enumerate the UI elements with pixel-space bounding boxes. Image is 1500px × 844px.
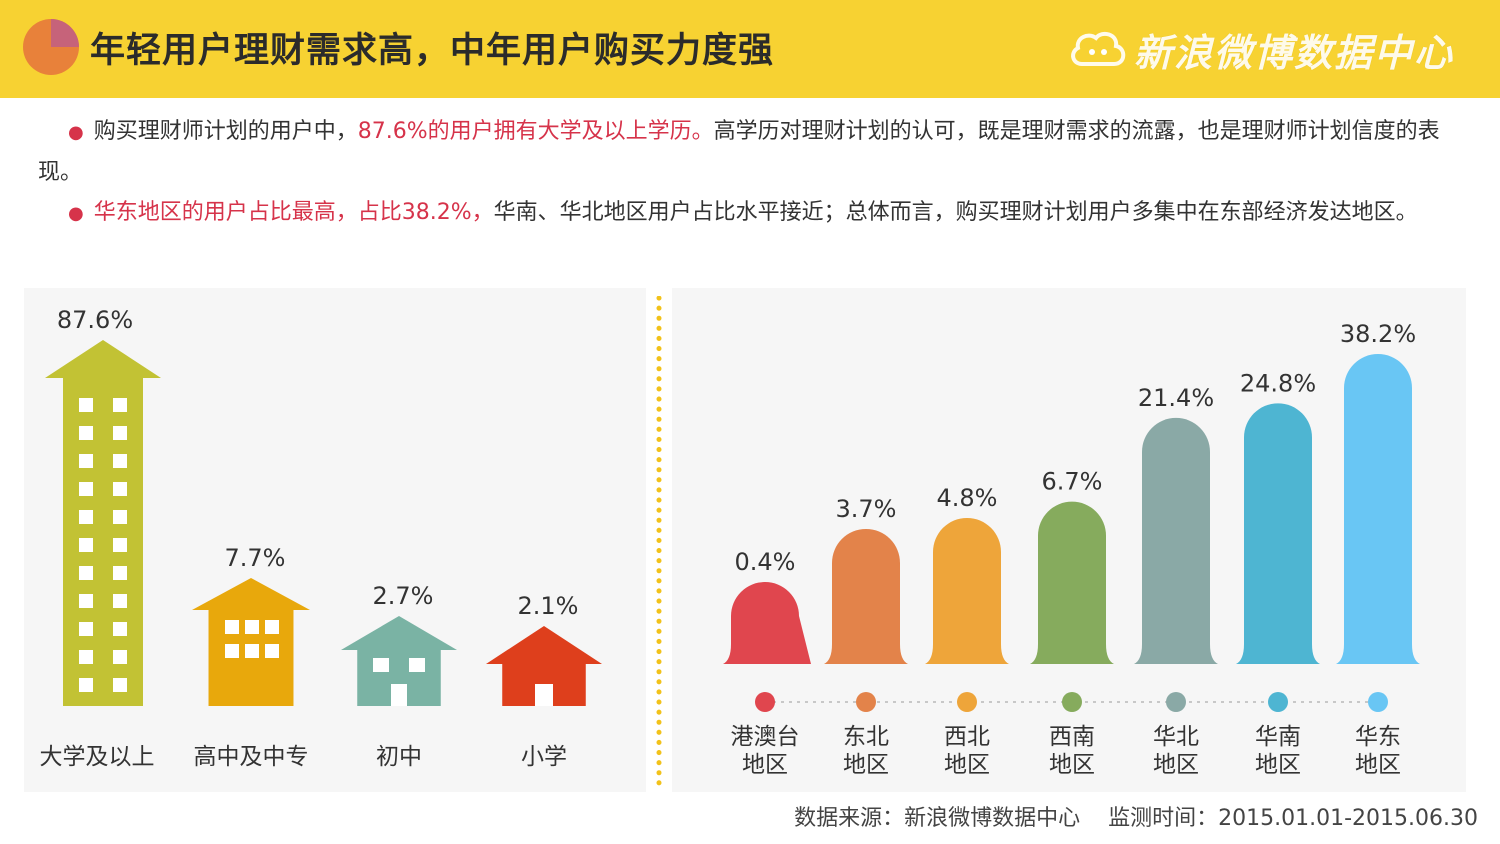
value-label: 0.4% <box>735 548 796 576</box>
category-label: 西南地区 <box>1049 724 1095 778</box>
value-label: 38.2% <box>1340 320 1416 348</box>
region-chart: 0.4% 港澳台地区 3.7% 东北地区 4.8% 西北地区 6.7% 西南地区 21.4% 华北… <box>723 320 1420 778</box>
region-bar-foot <box>925 644 1009 664</box>
value-label: 6.7% <box>1042 468 1103 496</box>
region-bar <box>731 582 811 664</box>
region-bar <box>1142 417 1210 664</box>
region-chart-panel: 0.4% 港澳台地区 3.7% 东北地区 4.8% 西北地区 6.7% 西南地区 21.4% 华北… <box>672 288 1466 792</box>
region-bar-foot <box>1236 644 1320 664</box>
value-label: 2.1% <box>518 592 579 620</box>
bullet-item: ● 购买理财师计划的用户中，87.6%的用户拥有大学及以上学历。高学历对理财计划的… <box>38 112 1458 193</box>
source-note: 数据来源：新浪微博数据中心 监测时间：2015.01.01-2015.06.30 <box>794 800 1478 832</box>
category-label: 港澳台地区 <box>731 724 800 778</box>
bullet-dot-icon: ● <box>68 122 84 143</box>
category-label: 初中 <box>376 744 422 770</box>
value-label: 21.4% <box>1138 384 1214 412</box>
region-bar-foot <box>1030 644 1114 664</box>
value-label: 7.7% <box>225 544 286 572</box>
axis-dot <box>1166 692 1186 712</box>
bullet-highlight: 华东地区的用户占比最高，占比38.2%， <box>93 200 494 225</box>
region-bar <box>1244 403 1312 664</box>
bullet-item: ● 华东地区的用户占比最高，占比38.2%，华南、华北地区用户占比水平接近；总体而… <box>38 193 1458 234</box>
category-label: 华北地区 <box>1153 724 1199 778</box>
monitor-period: 监测时间：2015.01.01-2015.06.30 <box>1108 806 1478 831</box>
brand-logo: 新浪微博数据中心 <box>1068 22 1454 76</box>
bullet-highlight: 87.6%的用户拥有大学及以上学历。 <box>357 119 714 144</box>
category-label: 西北地区 <box>944 724 990 778</box>
category-label: 华东地区 <box>1355 724 1401 778</box>
education-bar <box>341 616 457 706</box>
category-label: 大学及以上 <box>40 744 155 770</box>
brand-logo-text: 新浪微博数据中心 <box>1133 30 1454 75</box>
axis-dot <box>755 692 775 712</box>
page-title: 年轻用户理财需求高，中年用户购买力度强 <box>90 31 775 71</box>
region-bar <box>1344 354 1412 664</box>
education-chart-panel: 87.6% 大学及以上 7.7% 高中及中专 2.7% 初中 2.1% 小学 <box>24 288 646 792</box>
pie-chart-icon <box>23 19 79 75</box>
value-label: 4.8% <box>937 484 998 512</box>
category-label: 高中及中专 <box>194 744 309 770</box>
region-bar-foot <box>1336 644 1420 664</box>
header-bar: 年轻用户理财需求高，中年用户购买力度强 新浪微博数据中心 <box>0 0 1500 98</box>
dotted-divider <box>656 296 662 786</box>
value-label: 24.8% <box>1240 369 1316 397</box>
data-source: 数据来源：新浪微博数据中心 <box>794 806 1081 831</box>
summary-bullets: ● 购买理财师计划的用户中，87.6%的用户拥有大学及以上学历。高学历对理财计划的… <box>38 112 1458 234</box>
category-label: 小学 <box>521 744 567 770</box>
education-bar <box>486 626 602 706</box>
bullet-text: 华南、华北地区用户占比水平接近；总体而言，购买理财计划用户多集中在东部经济发达地… <box>493 200 1418 225</box>
region-bar-foot <box>1134 644 1218 664</box>
education-chart: 87.6% 大学及以上 7.7% 高中及中专 2.7% 初中 2.1% 小学 <box>40 306 602 770</box>
region-bar <box>933 517 1001 664</box>
category-label: 华南地区 <box>1255 724 1301 778</box>
region-bar <box>1038 501 1106 664</box>
bullet-text: 购买理财师计划的用户中， <box>93 119 358 144</box>
axis-dot <box>1062 692 1082 712</box>
value-label: 87.6% <box>57 306 133 334</box>
axis-dot <box>1368 692 1388 712</box>
bullet-text: 高学历对理财计划的认可，既是理财需求的流露，也是理财师计划信度的表现。 <box>38 119 1440 185</box>
education-bar <box>192 578 310 706</box>
value-label: 2.7% <box>373 582 434 610</box>
region-bar-foot <box>723 644 807 664</box>
category-label: 东北地区 <box>843 724 889 778</box>
region-bar-foot <box>824 644 908 664</box>
axis-dot <box>1268 692 1288 712</box>
axis-dot <box>957 692 977 712</box>
bullet-dot-icon: ● <box>68 203 84 224</box>
value-label: 3.7% <box>836 495 897 523</box>
education-bar <box>45 340 161 706</box>
region-bar <box>832 528 900 664</box>
weibo-cloud-icon <box>1071 31 1126 66</box>
axis-dot <box>856 692 876 712</box>
